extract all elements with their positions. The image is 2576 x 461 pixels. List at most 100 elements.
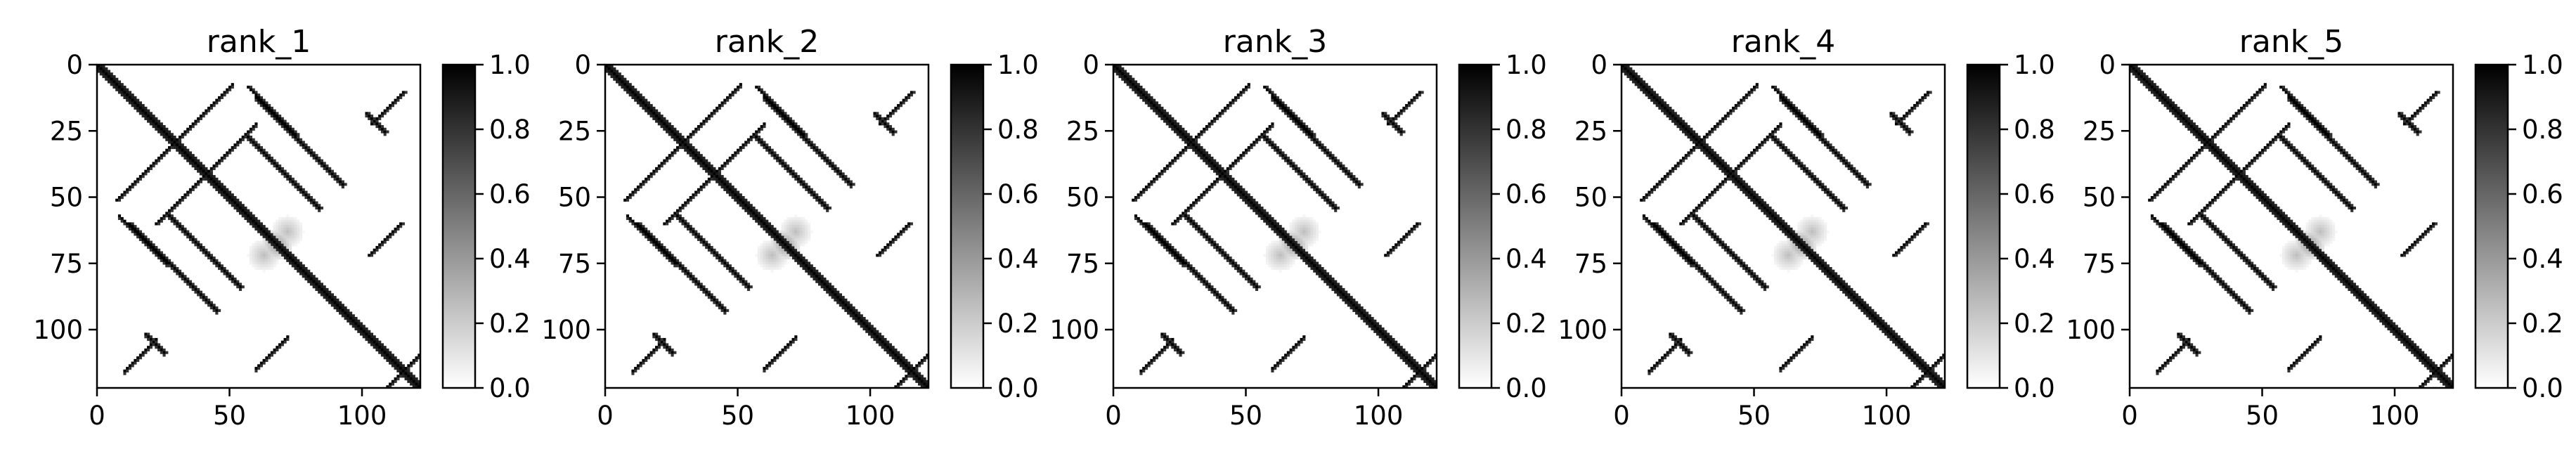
heatmap-cell (1416, 361, 1419, 365)
heatmap-cell (1394, 122, 1398, 126)
heatmap-cell (1307, 243, 1311, 247)
heatmap-cell (289, 246, 292, 249)
heatmap-cell (152, 337, 155, 342)
heatmap-cell (404, 375, 408, 378)
heatmap-cell (1297, 222, 1300, 226)
heatmap-cell (720, 306, 724, 310)
heatmap-cell (1281, 151, 1285, 155)
heatmap-cell (639, 225, 642, 228)
heatmap-cell (763, 143, 766, 147)
heatmap-cell (247, 135, 250, 139)
heatmap-cell (626, 80, 630, 84)
heatmap-cell (791, 125, 795, 129)
heatmap-cell (134, 230, 137, 233)
heatmap-cell (639, 183, 642, 186)
heatmap-cell (770, 98, 774, 102)
heatmap-cell (191, 156, 195, 160)
heatmap-cell (286, 337, 290, 342)
heatmap-cell (231, 275, 234, 278)
heatmap-cell (1231, 259, 1235, 262)
heatmap-cell (1179, 254, 1182, 257)
heatmap-cell (815, 280, 819, 283)
heatmap-cell (841, 172, 845, 176)
heatmap-cell (763, 259, 766, 262)
heatmap-cell (666, 257, 669, 260)
heatmap-cell (1640, 88, 1643, 91)
heatmap-cell (191, 186, 195, 189)
heatmap-cell (805, 266, 808, 271)
heatmap-cell (1637, 77, 1640, 81)
heatmap-cell (1126, 83, 1130, 86)
heatmap-cell (157, 159, 161, 162)
heatmap-cell (212, 180, 216, 183)
heatmap-cell (394, 364, 397, 368)
heatmap-cell (320, 293, 324, 297)
heatmap-cell (844, 309, 848, 312)
heatmap-cell (815, 277, 819, 281)
heatmap-cell (297, 264, 300, 268)
heatmap-cell (789, 243, 792, 247)
heatmap-cell (1655, 96, 1659, 100)
heatmap-cell (1168, 246, 1172, 249)
heatmap-cell (418, 385, 421, 389)
heatmap-cell (707, 167, 711, 170)
heatmap-cell (315, 280, 318, 283)
heatmap-cell (1405, 233, 1409, 236)
heatmap-cell (389, 361, 392, 365)
heatmap-cell (831, 164, 834, 168)
heatmap-cell (1208, 154, 1211, 157)
heatmap-cell (768, 251, 772, 254)
colorbar-tick-label: 0.2 (1506, 309, 1547, 339)
heatmap-cell (212, 257, 216, 260)
heatmap-cell (849, 183, 853, 186)
heatmap-cell (181, 195, 184, 200)
heatmap-cell (799, 233, 803, 236)
heatmap-cell (607, 67, 611, 70)
heatmap-cell (123, 219, 127, 223)
heatmap-cell (1168, 122, 1172, 126)
heatmap-cell (276, 243, 279, 247)
heatmap-cell (891, 133, 895, 136)
heatmap-cell (1271, 243, 1274, 247)
heatmap-cell (1274, 148, 1277, 152)
heatmap-cell (831, 167, 834, 170)
heatmap-cell (781, 238, 784, 241)
heatmap-cell (728, 193, 732, 197)
heatmap-cell (144, 106, 148, 110)
heatmap-cell (707, 293, 711, 297)
heatmap-cell (718, 167, 721, 170)
heatmap-cell (128, 188, 132, 191)
heatmap-cell (1423, 377, 1427, 381)
heatmap-cell (684, 138, 687, 141)
heatmap-cell (215, 162, 219, 165)
heatmap-cell (1132, 83, 1135, 86)
heatmap-cell (325, 298, 329, 301)
heatmap-cell (1310, 138, 1314, 141)
heatmap-cell (1160, 172, 1164, 176)
heatmap-cell (289, 127, 292, 131)
heatmap-cell (746, 283, 751, 286)
heatmap-cell (1658, 106, 1662, 110)
heatmap-cell (884, 348, 887, 352)
heatmap-cell (375, 337, 379, 342)
heatmap-cell (649, 115, 653, 118)
heatmap-cell (194, 287, 198, 292)
heatmap-cell (1389, 346, 1392, 349)
heatmap-cell (915, 372, 919, 375)
heatmap-cell (910, 367, 913, 370)
heatmap-cell (639, 361, 642, 365)
heatmap-cell (241, 135, 245, 139)
heatmap-cell (1679, 117, 1683, 120)
heatmap-cell (1334, 283, 1338, 286)
heatmap-cell (791, 340, 795, 344)
heatmap-cell (802, 219, 805, 223)
heatmap-cell (1153, 101, 1156, 105)
heatmap-cell (1297, 257, 1300, 260)
heatmap-cell (1418, 375, 1421, 378)
heatmap-cell (1274, 261, 1277, 265)
heatmap-cell (1315, 233, 1319, 236)
heatmap-cell (636, 91, 640, 94)
heatmap-cell (744, 280, 748, 283)
heatmap-cell (123, 190, 127, 194)
heatmap-cell (757, 135, 761, 139)
